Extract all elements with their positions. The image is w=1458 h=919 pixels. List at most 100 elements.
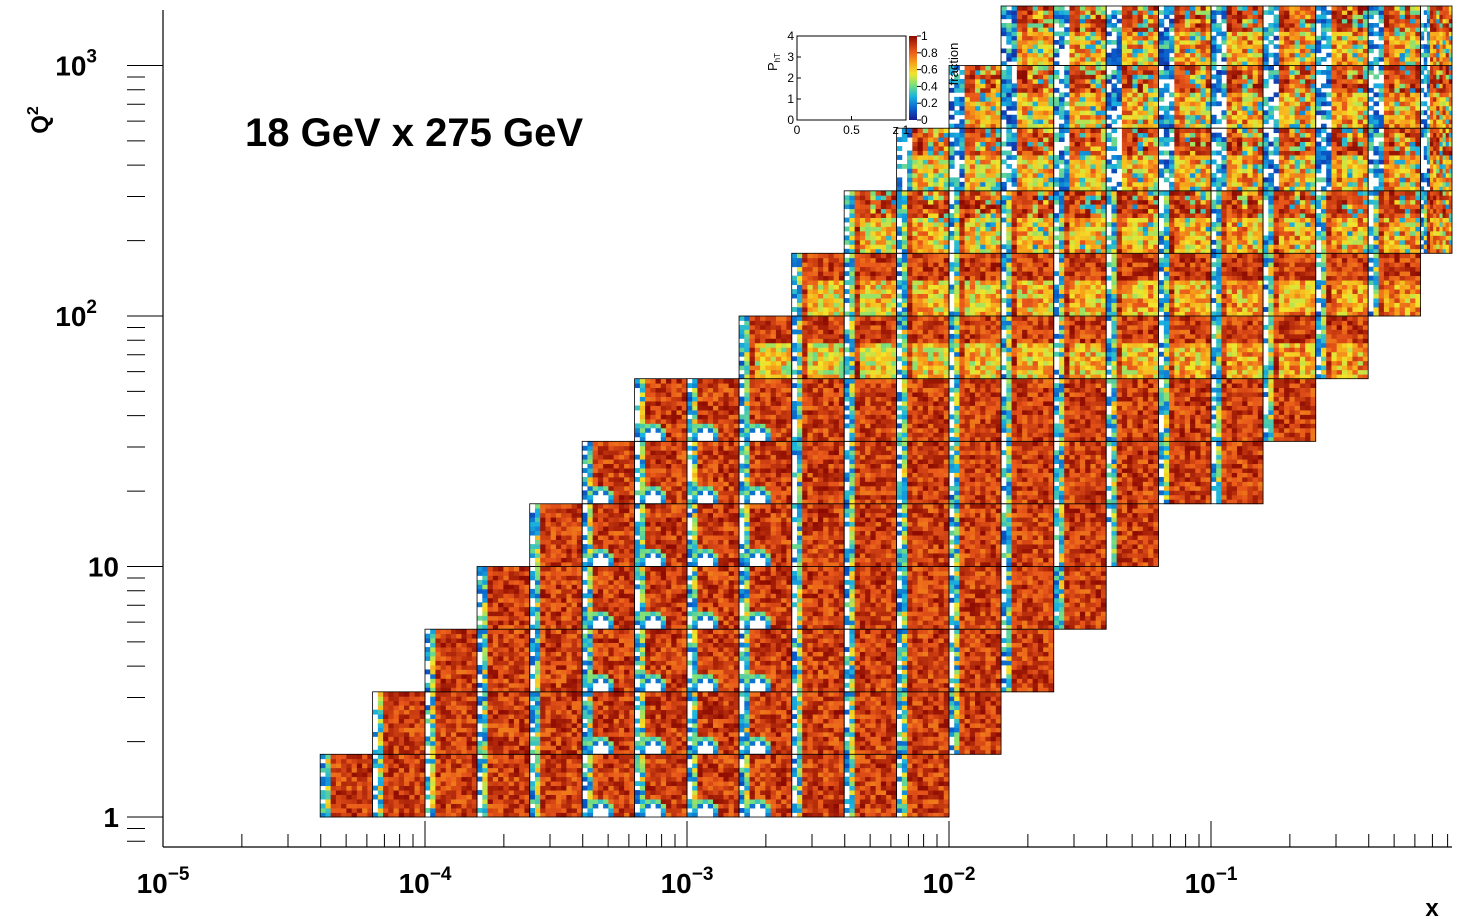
heatmap-bin [671, 728, 677, 733]
heatmap-bin [420, 692, 426, 697]
heatmap-bin [755, 665, 761, 670]
heatmap-bin [614, 781, 620, 786]
heatmap-bin [556, 719, 562, 724]
heatmap-bin [598, 728, 604, 733]
heatmap-bin [886, 763, 892, 768]
heatmap-bin [744, 647, 750, 652]
heatmap-bin [734, 759, 740, 764]
heatmap-bin [886, 678, 892, 683]
heatmap-bin [451, 763, 457, 768]
heatmap-bin [493, 719, 499, 724]
heatmap-bin [1048, 656, 1054, 661]
heatmap-bin [556, 728, 562, 733]
heatmap-bin [870, 728, 876, 733]
heatmap-bin [682, 736, 688, 741]
heatmap-bin [598, 638, 604, 643]
heatmap-bin [435, 683, 441, 688]
heatmap-bin [692, 705, 698, 710]
heatmap-bin [729, 768, 735, 773]
heatmap-bin [551, 656, 557, 661]
heatmap-bin [551, 719, 557, 724]
heatmap-bin [677, 736, 683, 741]
heatmap-bin [477, 683, 483, 688]
heatmap-bin [399, 736, 405, 741]
heatmap-bin [692, 629, 698, 634]
heatmap-bin [472, 804, 478, 809]
heatmap-bin [451, 701, 457, 706]
heatmap-bin [404, 795, 410, 800]
heatmap-bin [561, 772, 567, 777]
heatmap-bin [855, 804, 861, 809]
heatmap-bin [619, 777, 625, 782]
heatmap-bin [813, 710, 819, 715]
heatmap-bin [488, 723, 494, 728]
heatmap-bin [503, 732, 509, 737]
heatmap-bin [876, 696, 882, 701]
heatmap-bin [461, 732, 467, 737]
heatmap-bin [692, 790, 698, 795]
heatmap-bin [755, 696, 761, 701]
heatmap-bin [755, 656, 761, 661]
heatmap-bin [472, 692, 478, 697]
heatmap-bin [367, 759, 373, 764]
heatmap-bin [556, 602, 562, 607]
heatmap-bin [509, 584, 515, 589]
heatmap-bin [918, 674, 924, 679]
heatmap-bin [430, 638, 436, 643]
heatmap-bin [545, 714, 551, 719]
heatmap-bin [755, 777, 761, 782]
heatmap-bin [603, 763, 609, 768]
heatmap-bin [556, 710, 562, 715]
heatmap-bin [446, 799, 452, 804]
heatmap-bin [786, 652, 792, 657]
heatmap-bin [540, 656, 546, 661]
heatmap-bin [828, 790, 834, 795]
heatmap-bin [514, 567, 520, 572]
heatmap-bin [524, 772, 530, 777]
heatmap-bin [524, 638, 530, 643]
heatmap-bin [383, 714, 389, 719]
heatmap-bin [750, 759, 756, 764]
heatmap-bin [718, 643, 724, 648]
heatmap-bin [666, 772, 672, 777]
heatmap-bin [430, 728, 436, 733]
heatmap-bin [577, 728, 583, 733]
heatmap-bin [739, 781, 745, 786]
heatmap-bin [1027, 643, 1033, 648]
heatmap-bin [624, 799, 630, 804]
heatmap-bin [551, 772, 557, 777]
heatmap-bin [828, 665, 834, 670]
heatmap-bin [661, 683, 667, 688]
heatmap-bin [325, 795, 331, 800]
heatmap-bin [566, 683, 572, 688]
heatmap-bin [399, 799, 405, 804]
heatmap-bin [598, 732, 604, 737]
heatmap-bin [666, 723, 672, 728]
heatmap-bin [918, 701, 924, 706]
heatmap-bin [451, 759, 457, 764]
heatmap-bin [802, 692, 808, 697]
heatmap-bin [944, 714, 950, 719]
heatmap-bin [708, 736, 714, 741]
heatmap-bin [435, 656, 441, 661]
heatmap-bin [933, 768, 939, 773]
heatmap-bin [776, 795, 782, 800]
heatmap-bin [614, 759, 620, 764]
heatmap-bin [834, 638, 840, 643]
heatmap-bin [488, 678, 494, 683]
heatmap-bin [991, 728, 997, 733]
heatmap-bin [682, 656, 688, 661]
heatmap-bin [472, 723, 478, 728]
heatmap-bin [498, 728, 504, 733]
heatmap-bin [587, 701, 593, 706]
heatmap-bin [881, 799, 887, 804]
heatmap-bin [488, 589, 494, 594]
heatmap-bin [367, 790, 373, 795]
heatmap-bin [907, 736, 913, 741]
heatmap-bin [551, 736, 557, 741]
heatmap-bin [860, 736, 866, 741]
heatmap-bin [603, 634, 609, 639]
heatmap-bin [970, 719, 976, 724]
heatmap-bin [341, 786, 347, 791]
heatmap-bin [797, 736, 803, 741]
